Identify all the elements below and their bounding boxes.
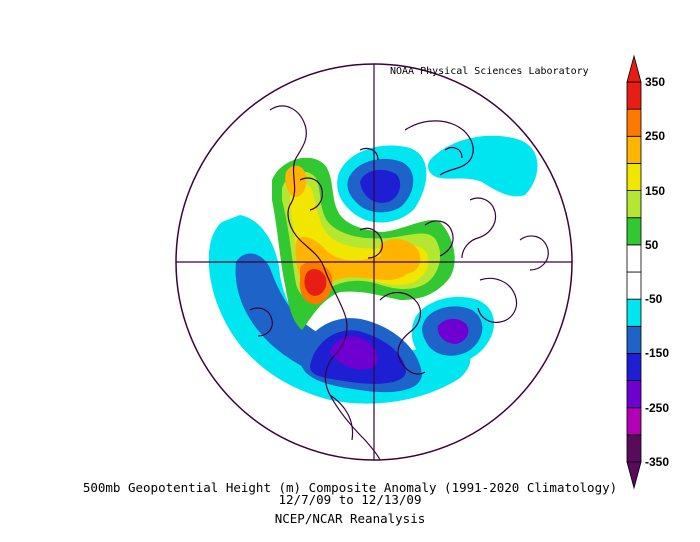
- colorbar-swatch: [626, 271, 642, 300]
- colorbar-swatch: [626, 190, 642, 219]
- colorbar-swatch: [626, 353, 642, 381]
- colorbar-tick-label: -50: [645, 292, 663, 307]
- colorbar-swatch: [626, 217, 642, 246]
- positive-anomaly-nw-lobe: [285, 165, 307, 197]
- negative-anomaly-west-core: [235, 253, 420, 383]
- map-title: 500mb Geopotential Height (m) Composite …: [82, 480, 618, 495]
- colorbar-swatch: [626, 298, 642, 327]
- colorbar-swatch: [626, 380, 642, 409]
- colorbar-swatch: [626, 244, 642, 273]
- colorbar-swatch: [626, 325, 642, 354]
- credit-text: NOAA Physical Sciences Laboratory: [390, 66, 589, 77]
- colorbar-tick-label: -250: [645, 400, 670, 415]
- colorbar-max-arrow: [626, 54, 642, 83]
- colorbar-swatch: [626, 434, 642, 463]
- colorbar-swatch: [626, 81, 642, 110]
- colorbar: [626, 54, 642, 490]
- colorbar-min-arrow: [626, 461, 642, 490]
- colorbar-tick-label: -150: [645, 346, 670, 361]
- colorbar-swatch: [626, 163, 642, 191]
- anomaly-fields: [208, 135, 538, 404]
- positive-anomaly-europe: [379, 238, 421, 274]
- colorbar-tick-label: 50: [645, 237, 659, 252]
- colorbar-swatch: [626, 135, 642, 164]
- negative-anomaly-polar-min: [360, 169, 401, 203]
- colorbar-tick-label: 150: [645, 183, 666, 198]
- colorbar-tick-label: 250: [645, 129, 666, 144]
- coastlines: [249, 105, 549, 460]
- positive-anomaly-max-core: [304, 269, 327, 296]
- date-range: 12/7/09 to 12/13/09: [278, 492, 422, 507]
- colorbar-swatch: [626, 108, 642, 137]
- negative-anomaly-east-min: [437, 318, 469, 344]
- data-source: NCEP/NCAR Reanalysis: [274, 511, 426, 526]
- colorbar-tick-label: 350: [645, 75, 666, 89]
- colorbar-tick-label: -350: [645, 455, 670, 469]
- negative-anomaly-central-min: [330, 336, 378, 370]
- colorbar-swatch: [626, 407, 642, 436]
- negative-anomaly-northeast: [428, 135, 538, 197]
